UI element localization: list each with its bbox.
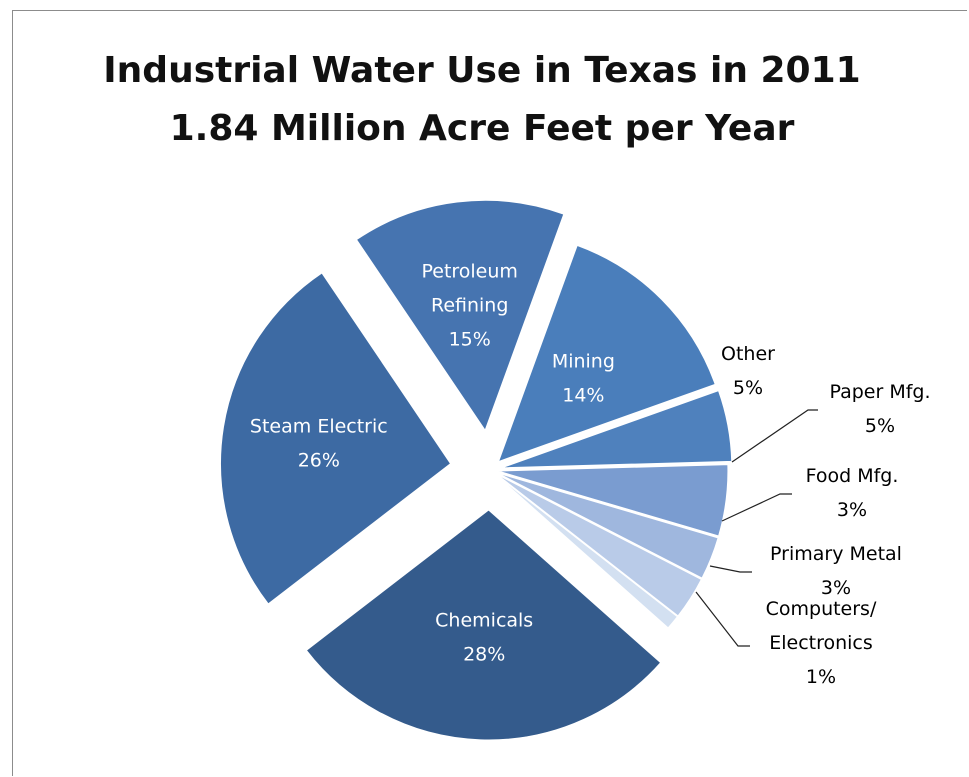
slice-mining (497, 244, 716, 463)
slice-value-paper-mfg: 5% (865, 415, 895, 437)
slice-label-text: Primary Metal (770, 543, 902, 565)
slice-petroleum-refining (355, 199, 565, 432)
slice-paper-mfg (497, 464, 729, 537)
slice-label-steam-electric: Steam Electric 26% (250, 415, 388, 471)
slice-value-primary-metal: 3% (821, 577, 851, 599)
slice-steam-electric (220, 272, 452, 605)
slice-label-text: Computers/ (766, 598, 877, 620)
leader-lines (695, 409, 818, 647)
leader-line-paper-mfg (731, 409, 818, 463)
slice-label-food-mfg: Food Mfg. 3% (806, 465, 899, 521)
leader-line-food-mfg (721, 493, 792, 522)
slice-label-text: Electronics (769, 632, 873, 654)
slice-label-text: Chemicals (435, 609, 533, 631)
slice-computers-electronics (495, 474, 679, 629)
slice-food-mfg (497, 472, 719, 579)
slice-value-steam-electric: 26% (298, 449, 340, 471)
slice-label-text: Food Mfg. (806, 465, 899, 487)
slice-value-petroleum-refining: 15% (449, 329, 491, 351)
slice-label-computers-electronics: Computers/Electronics 1% (766, 598, 877, 688)
slice-labels: Mining 14%Other 5% Paper Mfg. 5%Food Mfg. 3%P… (250, 261, 931, 688)
slice-label-text: Other (721, 343, 775, 365)
slice-label-petroleum-refining: Petroleum Refining 15% (421, 261, 517, 351)
leader-line-computers-electronics (695, 591, 750, 647)
slice-label-text: Paper Mfg. (829, 381, 930, 403)
chart-subtitle: 1.84 Million Acre Feet per Year (170, 108, 795, 149)
slice-value-computers-electronics: 1% (806, 666, 836, 688)
slice-chemicals (305, 509, 662, 741)
slice-label-paper-mfg: Paper Mfg. 5% (829, 381, 930, 437)
slice-label-other: Other 5% (721, 343, 775, 399)
pie-slices (220, 199, 733, 741)
slice-value-mining: 14% (562, 384, 604, 406)
slice-other (501, 390, 733, 469)
slice-label-primary-metal: Primary Metal 3% (770, 543, 902, 599)
chart-title: Industrial Water Use in Texas in 2011 (103, 50, 860, 91)
slice-label-text: Mining (552, 350, 615, 372)
leader-line-primary-metal (709, 565, 752, 573)
slice-value-chemicals: 28% (463, 643, 505, 665)
slice-value-other: 5% (733, 377, 763, 399)
slice-label-text: Petroleum (421, 261, 517, 283)
slice-label-text: Steam Electric (250, 415, 388, 437)
slice-label-chemicals: Chemicals 28% (435, 609, 533, 665)
slice-value-food-mfg: 3% (837, 499, 867, 521)
slice-primary-metal (496, 473, 702, 617)
slice-label-mining: Mining 14% (552, 350, 615, 406)
slice-label-text: Refining (431, 295, 508, 317)
